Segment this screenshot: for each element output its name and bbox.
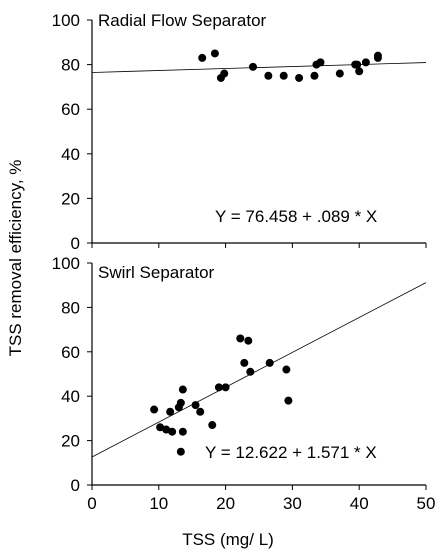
- y-tick-label: 80: [61, 56, 80, 75]
- panel-swirl: Swirl Separator Y = 12.622 + 1.571 * X 0…: [52, 254, 436, 513]
- data-point: [279, 71, 288, 80]
- data-point: [176, 398, 185, 407]
- panel-radial-flow: Radial Flow Separator Y = 76.458 + .089 …: [52, 11, 427, 253]
- y-tick-label: 0: [71, 476, 80, 495]
- equation-radial-flow: Y = 76.458 + .089 * X: [215, 207, 377, 226]
- y-tick-label: 40: [61, 145, 80, 164]
- data-point: [150, 405, 159, 414]
- x-tick-label: 0: [87, 494, 96, 513]
- panel-title-swirl: Swirl Separator: [98, 263, 215, 282]
- data-point: [246, 367, 255, 376]
- equation-swirl: Y = 12.622 + 1.571 * X: [205, 443, 377, 462]
- data-point: [198, 53, 207, 62]
- data-point: [191, 401, 200, 410]
- y-tick-label: 100: [52, 254, 80, 273]
- data-point: [162, 425, 171, 434]
- data-point: [168, 427, 177, 436]
- data-point: [156, 423, 165, 432]
- data-point: [265, 358, 274, 367]
- data-point: [353, 60, 362, 69]
- data-point: [373, 51, 382, 60]
- panel-title-radial-flow: Radial Flow Separator: [98, 11, 267, 30]
- data-point: [310, 71, 319, 80]
- y-tick-label: 60: [61, 343, 80, 362]
- y-tick-label: 40: [61, 387, 80, 406]
- data-point: [282, 365, 291, 374]
- data-point: [208, 421, 217, 430]
- y-axis-label: TSS removal efficiency, %: [6, 160, 25, 357]
- data-point: [284, 396, 293, 405]
- data-point: [196, 407, 205, 416]
- data-point: [221, 383, 230, 392]
- data-point: [240, 358, 249, 367]
- data-point: [248, 62, 257, 71]
- data-point: [176, 447, 185, 456]
- data-point: [214, 383, 223, 392]
- y-tick-label: 60: [61, 100, 80, 119]
- x-tick-label: 10: [149, 494, 168, 513]
- x-tick-label: 50: [417, 494, 436, 513]
- data-point: [210, 49, 219, 58]
- y-tick-label: 0: [71, 234, 80, 253]
- data-point: [166, 407, 175, 416]
- y-tick-label: 80: [61, 298, 80, 317]
- data-point: [178, 427, 187, 436]
- data-point: [295, 73, 304, 82]
- x-axis-label: TSS (mg/ L): [182, 530, 274, 549]
- data-point: [220, 69, 229, 78]
- x-tick-label: 40: [350, 494, 369, 513]
- data-point: [244, 336, 253, 345]
- regression-line: [91, 62, 427, 73]
- data-point: [236, 334, 245, 343]
- data-point: [361, 58, 370, 67]
- data-point: [355, 67, 364, 76]
- data-point: [316, 58, 325, 67]
- data-point: [178, 385, 187, 394]
- data-point: [335, 69, 344, 78]
- regression-line: [91, 282, 427, 458]
- x-tick-label: 30: [283, 494, 302, 513]
- y-tick-label: 20: [61, 189, 80, 208]
- data-point: [264, 71, 273, 80]
- y-tick-label: 20: [61, 432, 80, 451]
- x-tick-label: 20: [216, 494, 235, 513]
- y-tick-label: 100: [52, 11, 80, 30]
